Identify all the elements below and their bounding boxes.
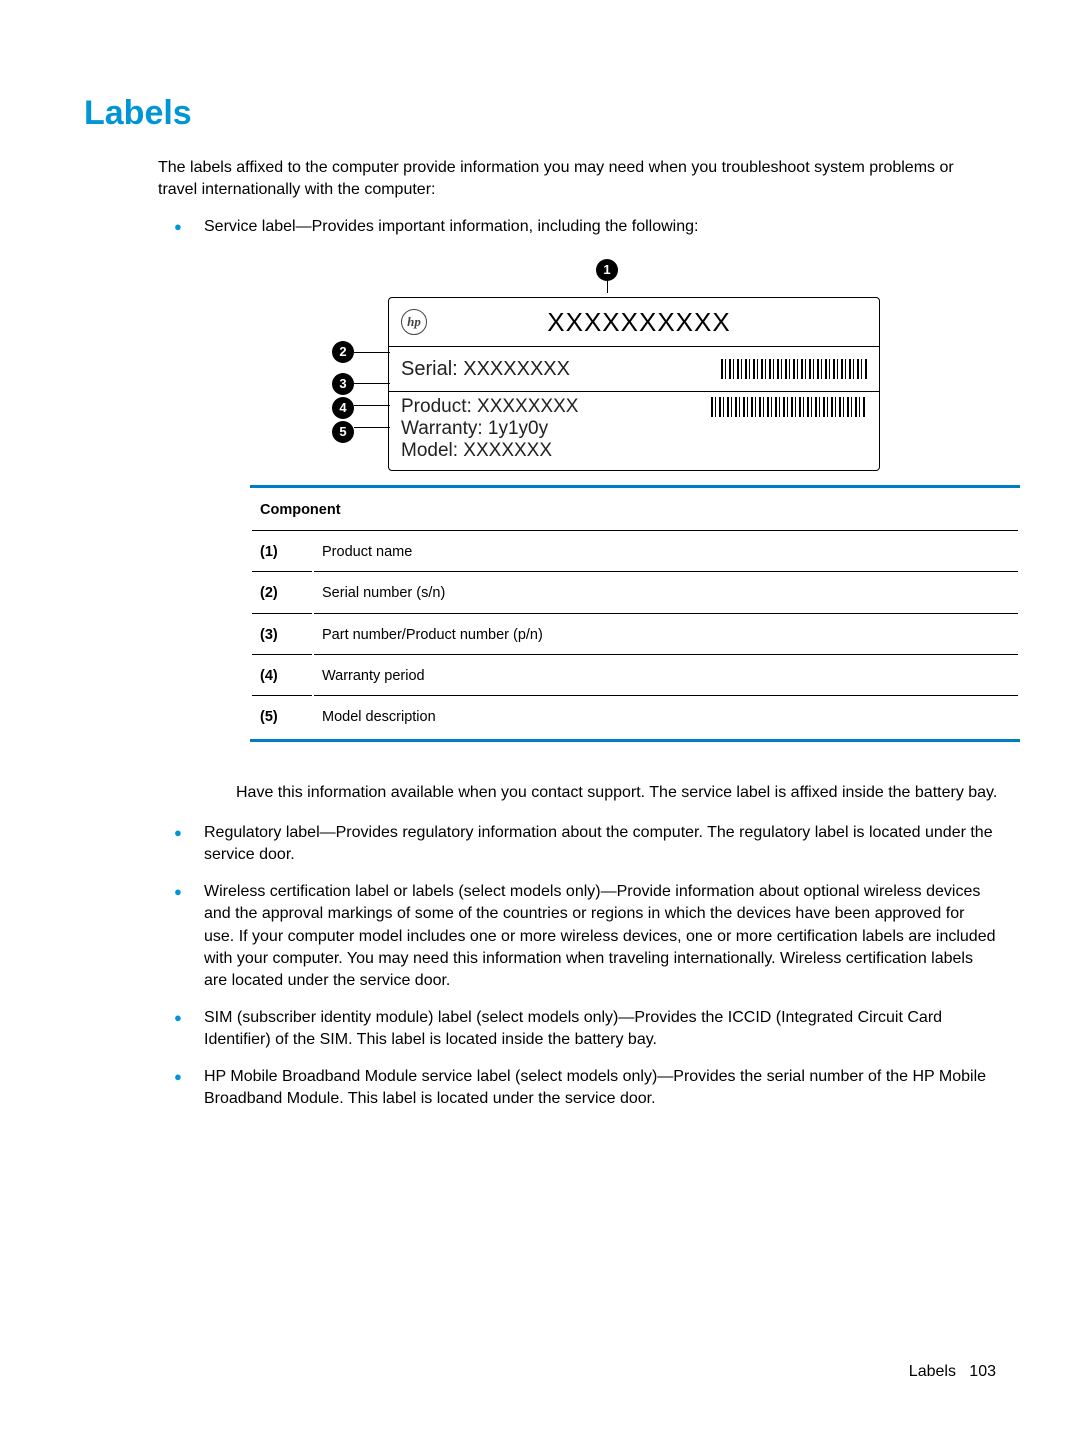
component-table: Component (1) Product name (2) Serial nu…: [250, 485, 1020, 742]
table-row: (1) Product name: [252, 533, 1018, 572]
row-desc: Model description: [314, 698, 1018, 736]
service-label-note: Have this information available when you…: [236, 782, 1026, 804]
bullet-wireless: Wireless certification label or labels (…: [174, 881, 996, 993]
callout-3: 3: [332, 373, 354, 395]
intro-text: The labels affixed to the computer provi…: [158, 157, 996, 200]
row-num: (3): [252, 616, 312, 655]
table-row: (5) Model description: [252, 698, 1018, 736]
callout-4: 4: [332, 397, 354, 419]
row-desc: Part number/Product number (p/n): [314, 616, 1018, 655]
connector-4: [354, 405, 390, 406]
connector-top: [607, 281, 608, 293]
label-warranty: Warranty: 1y1y0y: [401, 418, 867, 440]
label-lower: Product: XXXXXXXX Warranty: 1y1y0y Model…: [389, 392, 879, 470]
bullet-text: HP Mobile Broadband Module service label…: [204, 1068, 986, 1107]
hp-logo-icon: hp: [401, 309, 427, 335]
barcode-icon: [711, 397, 867, 417]
footer-page: 103: [969, 1363, 996, 1380]
bullet-text: Service label—Provides important informa…: [204, 218, 698, 235]
row-desc: Product name: [314, 533, 1018, 572]
row-num: (1): [252, 533, 312, 572]
footer-label: Labels: [909, 1363, 956, 1380]
barcode-icon: [721, 359, 867, 379]
bullet-service-label: Service label—Provides important informa…: [174, 216, 996, 804]
diagram-body: 2 3 4 5 hp XXXXXXXXXX: [332, 297, 882, 471]
connector-5: [354, 427, 390, 428]
label-serial: Serial: XXXXXXXX: [401, 355, 570, 383]
label-product-name: XXXXXXXXXX: [441, 304, 867, 340]
table-row: (3) Part number/Product number (p/n): [252, 616, 1018, 655]
label-serial-row: Serial: XXXXXXXX: [389, 347, 879, 392]
callout-2: 2: [332, 341, 354, 363]
row-num: (4): [252, 657, 312, 696]
label-product: Product: XXXXXXXX: [401, 396, 578, 418]
main-bullet-list: Service label—Provides important informa…: [174, 216, 996, 1110]
connector-2: [354, 352, 390, 353]
row-num: (5): [252, 698, 312, 736]
label-header: hp XXXXXXXXXX: [389, 298, 879, 347]
callout-5: 5: [332, 421, 354, 443]
bullet-text: Regulatory label—Provides regulatory inf…: [204, 824, 993, 863]
table-row: (2) Serial number (s/n): [252, 574, 1018, 613]
side-callouts: 2 3 4 5: [332, 341, 354, 443]
table-row: (4) Warranty period: [252, 657, 1018, 696]
callout-1: 1: [596, 259, 618, 281]
page: Labels The labels affixed to the compute…: [0, 0, 1080, 1164]
bullet-text: SIM (subscriber identity module) label (…: [204, 1009, 942, 1048]
label-model: Model: XXXXXXX: [401, 440, 867, 462]
page-footer: Labels 103: [909, 1363, 996, 1381]
row-num: (2): [252, 574, 312, 613]
label-product-row: Product: XXXXXXXX: [401, 396, 867, 418]
table-header: Component: [252, 490, 1018, 531]
bullet-text: Wireless certification label or labels (…: [204, 883, 996, 990]
bullet-sim: SIM (subscriber identity module) label (…: [174, 1007, 996, 1052]
callout-1-wrap: 1: [332, 259, 882, 297]
label-box: hp XXXXXXXXXX Serial: XXXXXXXX Product: …: [388, 297, 880, 471]
bullet-broadband: HP Mobile Broadband Module service label…: [174, 1066, 996, 1111]
service-label-diagram: 1 2 3 4 5: [332, 259, 882, 471]
connector-3: [354, 383, 390, 384]
row-desc: Serial number (s/n): [314, 574, 1018, 613]
row-desc: Warranty period: [314, 657, 1018, 696]
bullet-regulatory: Regulatory label—Provides regulatory inf…: [174, 822, 996, 867]
page-title: Labels: [84, 94, 996, 133]
